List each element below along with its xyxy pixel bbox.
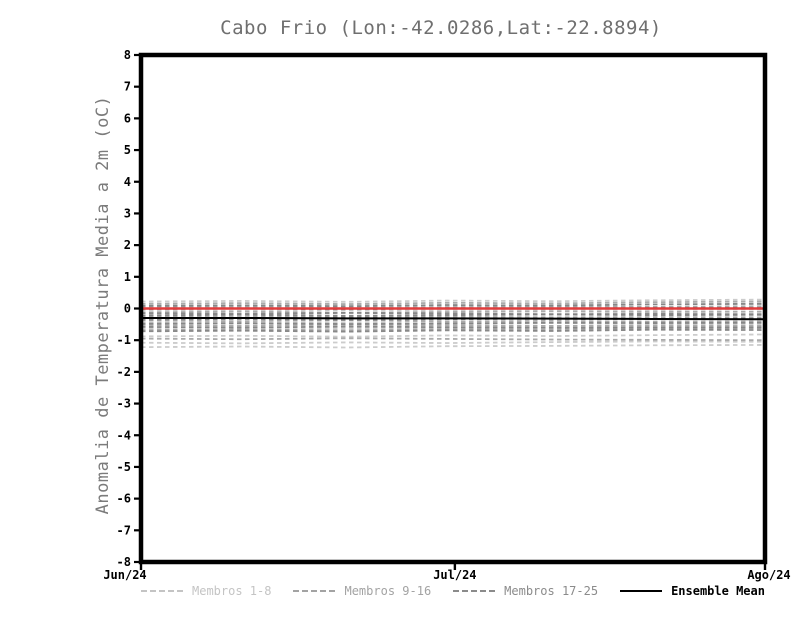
member-line bbox=[140, 321, 766, 325]
member-line bbox=[140, 312, 766, 316]
member-line bbox=[140, 327, 766, 332]
ensemble-mean-line bbox=[141, 317, 766, 321]
member-line bbox=[140, 337, 766, 342]
member-line bbox=[140, 333, 766, 338]
member-line bbox=[140, 328, 766, 333]
y-tick-label: 2 bbox=[124, 238, 131, 252]
solid-line-sample-icon bbox=[620, 590, 663, 592]
legend: Membros 1-8 Membros 9-16 Membros 17-25 E… bbox=[141, 584, 765, 598]
member-line bbox=[140, 319, 765, 323]
y-tick-label: 3 bbox=[124, 206, 131, 220]
y-tick-label: -1 bbox=[117, 333, 131, 347]
y-tick-label: -7 bbox=[117, 523, 131, 537]
y-tick-label: -5 bbox=[117, 460, 131, 474]
legend-item-ensemble-mean: Ensemble Mean bbox=[620, 584, 765, 598]
y-tick-label: -3 bbox=[117, 397, 131, 411]
member-line bbox=[140, 323, 766, 327]
member-line bbox=[140, 344, 766, 349]
legend-label: Membros 17-25 bbox=[504, 584, 599, 598]
member-line bbox=[140, 302, 766, 308]
legend-item-membros-17-25: Membros 17-25 bbox=[453, 584, 598, 598]
y-tick-label: -4 bbox=[117, 428, 131, 442]
y-tick-label: 0 bbox=[124, 302, 131, 316]
y-tick-label: 1 bbox=[124, 270, 131, 284]
y-tick-label: 6 bbox=[124, 111, 131, 125]
x-tick-label: Jul/24 bbox=[433, 568, 476, 582]
y-tick-label: -2 bbox=[117, 365, 131, 379]
dashed-line-sample-icon bbox=[453, 590, 496, 592]
member-line bbox=[140, 308, 766, 312]
legend-label: Membros 9-16 bbox=[344, 584, 432, 598]
x-tick-label: Jun/24 bbox=[103, 568, 146, 582]
y-tick-label: -8 bbox=[117, 555, 131, 569]
member-line bbox=[140, 340, 766, 345]
member-line bbox=[140, 300, 766, 305]
member-line bbox=[140, 298, 766, 303]
member-line bbox=[140, 310, 766, 314]
y-tick-label: 4 bbox=[124, 175, 131, 189]
y-tick-label: 5 bbox=[124, 143, 131, 157]
y-tick-label: -6 bbox=[117, 492, 131, 506]
legend-label: Ensemble Mean bbox=[671, 584, 765, 598]
member-line bbox=[140, 313, 766, 317]
dashed-line-sample-icon bbox=[293, 590, 336, 592]
legend-item-membros-9-16: Membros 9-16 bbox=[293, 584, 431, 598]
legend-item-membros-1-8: Membros 1-8 bbox=[141, 584, 271, 598]
dashed-line-sample-icon bbox=[141, 590, 183, 592]
x-tick-label: Ago/24 bbox=[747, 568, 790, 582]
member-line bbox=[140, 325, 765, 329]
chart-title: Cabo Frio (Lon:-42.0286,Lat:-22.8894) bbox=[220, 17, 662, 39]
y-tick-label: 7 bbox=[124, 80, 131, 94]
y-tick-label: 8 bbox=[124, 48, 131, 62]
legend-label: Membros 1-8 bbox=[192, 584, 272, 598]
